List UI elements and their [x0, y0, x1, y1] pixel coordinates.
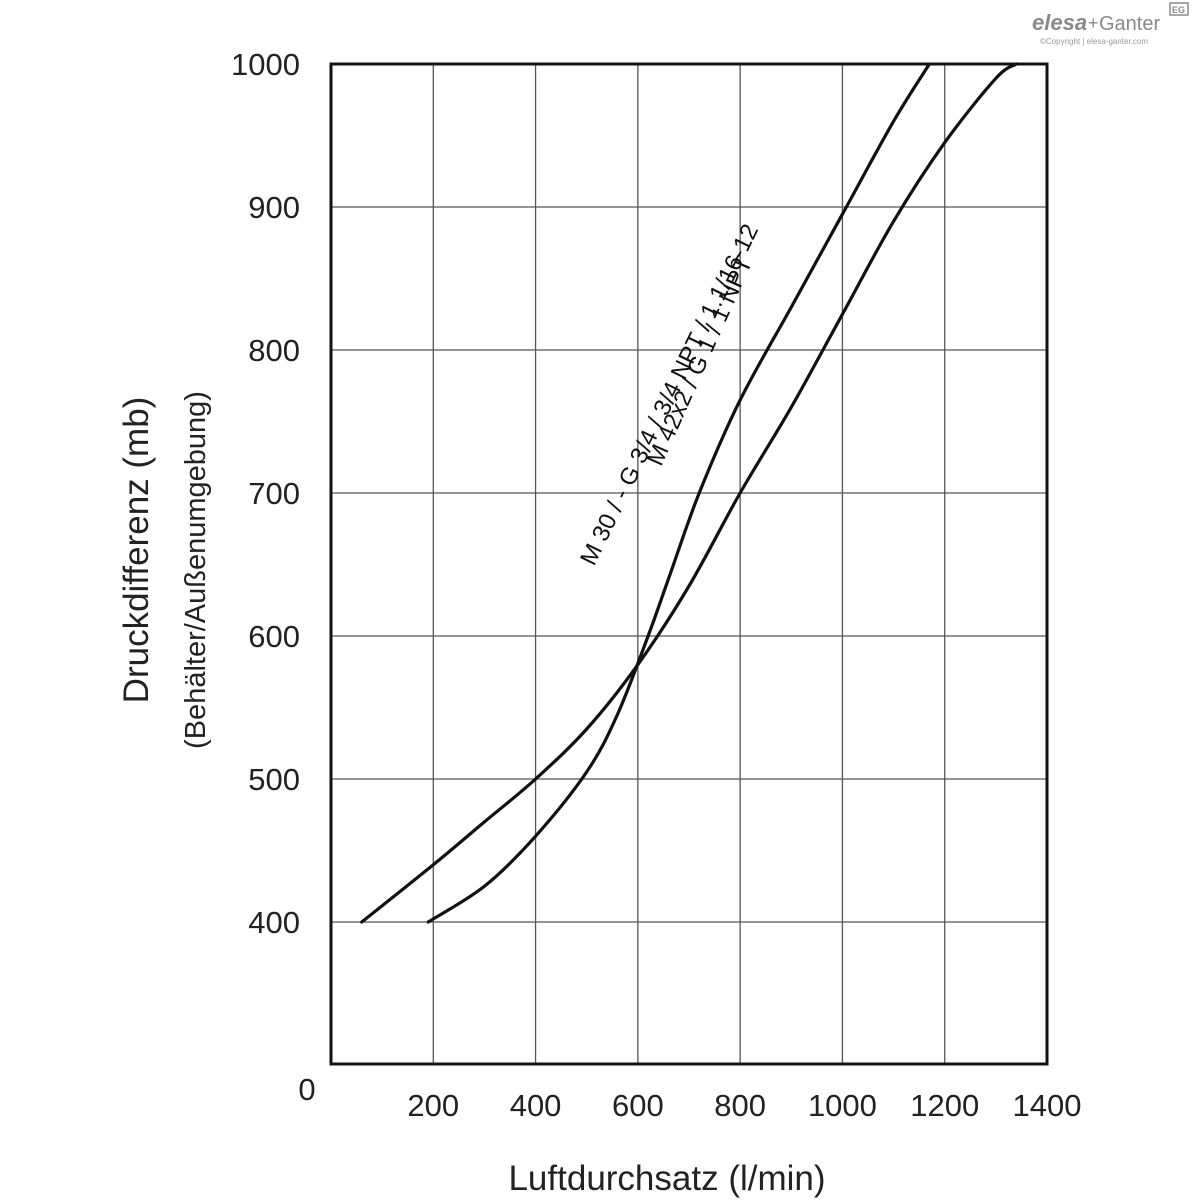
x-tick-label: 1000: [808, 1088, 877, 1123]
y-tick-label: 1000: [231, 47, 300, 82]
brand-logo: elesa + Ganter EG ©Copyright | elesa-gan…: [1032, 2, 1189, 46]
logo-badge: EG: [1172, 5, 1185, 15]
logo-plus: +: [1088, 13, 1099, 33]
logo-copyright: ©Copyright | elesa-ganter.com: [1040, 37, 1148, 46]
logo-partner: Ganter: [1099, 13, 1160, 35]
logo-brand: elesa: [1032, 10, 1087, 35]
curve-m30: [360, 62, 1018, 924]
y-axis-title: Druckdifferenz (mb): [117, 397, 156, 704]
x-tick-label: 1400: [1013, 1088, 1082, 1123]
curve-m42: [426, 62, 931, 924]
y-tick-label: 800: [248, 333, 300, 368]
origin-label: 0: [298, 1072, 315, 1107]
y-axis-subtitle: (Behälter/Außenumgebung): [180, 391, 212, 749]
y-tick-label: 600: [248, 619, 300, 654]
y-tick-label: 500: [248, 762, 300, 797]
tick-labels: 200 400 600 800 1000 1200 1400 400 500 600 700 800 9…: [231, 47, 1081, 1123]
x-axis-title: Luftdurchsatz (l/min): [508, 1159, 825, 1198]
curve-label-m30: M 30 / - G 3/4 / 3/4 NPT / 1.1/16-12: [575, 220, 764, 570]
y-tick-label: 400: [248, 905, 300, 940]
plot-frame: [329, 62, 1049, 1066]
y-tick-label: 900: [248, 190, 300, 225]
x-tick-label: 1200: [910, 1088, 979, 1123]
x-tick-label: 600: [612, 1088, 664, 1123]
x-tick-label: 200: [407, 1088, 459, 1123]
y-tick-label: 700: [248, 476, 300, 511]
curves: [360, 62, 1018, 924]
logo-badge-box: [1169, 2, 1189, 16]
x-tick-label: 800: [714, 1088, 766, 1123]
x-tick-label: 400: [510, 1088, 562, 1123]
grid: [331, 64, 1047, 1064]
curve-labels: M 42x2 / G 1 / 1 NPT M 30 / - G 3/4 / 3/…: [575, 220, 764, 570]
